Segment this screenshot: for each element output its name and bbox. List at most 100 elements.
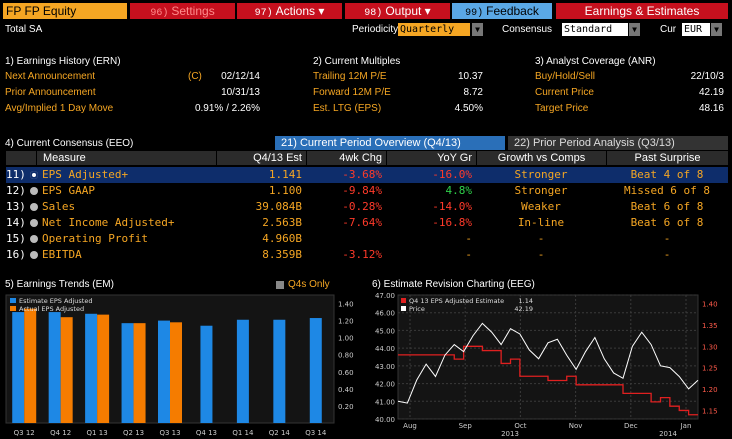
earnings-history-title[interactable]: 1) Earnings History (ERN) [5,56,121,67]
prior-announcement-value: 10/31/13 [221,87,260,98]
past-surprise: Beat 6 of 8 [630,216,704,229]
estimate-revision-chart: 40.00 41.00 42.00 43.00 44.00 45.00 46.00 47.00… [375,293,718,438]
x-tick-label: Sep [459,422,473,430]
feedback-label: Feedback [486,4,539,18]
y-left-tick-label: 45.00 [375,327,395,335]
tab-current-period[interactable]: 21) Current Period Overview (Q4/13) [275,136,505,150]
feedback-button[interactable]: 99) Feedback [452,3,552,19]
legend-swatch [401,298,406,303]
y-left-tick-label: 41.00 [375,398,395,406]
x-tick-label: Q3 12 [14,429,35,437]
table-row[interactable]: 15) Operating Profit 4.960B - - - [6,231,728,247]
current-price-label: Current Price [535,87,594,98]
table-row[interactable]: 11) EPS Adjusted+ 1.141 -3.68% -16.0% Stronge… [6,167,728,183]
consensus-dropdown-icon[interactable]: ▼ [629,23,640,36]
current-price-value: 42.19 [698,87,724,98]
measure-name: Sales [42,200,76,213]
bar-estimate [158,320,170,423]
estimate-line [398,345,698,416]
y-tick-label: 0.40 [338,386,354,394]
col-yoy[interactable]: YoY Gr [386,151,476,165]
col-estimate[interactable]: Q4/13 Est [216,151,306,165]
row-number: 13) [6,200,26,213]
change-value: -0.28% [342,200,382,213]
row-radio[interactable] [30,203,38,211]
y-right-tick-label: 1.15 [702,407,718,415]
output-label: Output ▾ [385,4,431,18]
y-tick-label: 1.00 [338,335,354,343]
output-num: 98) [364,8,383,19]
periodicity-dropdown-icon[interactable]: ▼ [472,23,483,36]
legend-label: Actual EPS Adjusted [19,305,84,313]
x-tick-label: Q2 14 [269,429,291,437]
y-left-tick-label: 46.00 [375,310,395,318]
growth-vs-comps: Weaker [521,200,561,213]
q4s-only-checkbox[interactable] [276,281,284,289]
analyst-coverage-title[interactable]: 3) Analyst Coverage (ANR) [535,56,656,67]
measure-name: Net Income Adjusted+ [42,216,175,229]
table-row[interactable]: 14) Net Income Adjusted+ 2.563B -7.64% -16.8… [6,215,728,231]
change-value: -7.64% [342,216,382,229]
ticker-label[interactable]: FP FP Equity [3,3,127,19]
x-tick-label: Q1 14 [232,429,254,437]
change-value: -9.84% [342,184,382,197]
one-day-move-value: 0.91% / 2.26% [194,103,260,114]
row-radio[interactable] [30,251,38,259]
past-surprise: - [663,232,671,245]
row-number: 14) [6,216,26,229]
current-multiples-title[interactable]: 2) Current Multiples [313,56,401,67]
earnings-trends-title[interactable]: 5) Earnings Trends (EM) [5,279,114,290]
row-radio[interactable] [30,235,38,243]
row-number: 11) [6,168,26,181]
feedback-num: 99) [465,8,484,19]
one-day-move-label: Avg/Implied 1 Day Move [5,103,114,114]
currency-dropdown-icon[interactable]: ▼ [711,23,722,36]
bar-estimate [85,313,98,423]
bar-estimate [309,318,322,423]
actions-label: Actions ▾ [275,4,325,18]
periodicity-dropdown[interactable]: Quarterly [398,23,470,36]
buy-hold-sell-label: Buy/Hold/Sell [535,71,596,82]
growth-vs-comps: - [537,232,545,245]
y-right-tick-label: 1.30 [702,343,718,351]
bar-actual [97,314,110,423]
row-radio[interactable] [30,219,38,227]
y-left-tick-label: 42.00 [375,381,395,389]
row-radio[interactable] [30,171,38,179]
col-past-surprise[interactable]: Past Surprise [606,151,728,165]
consensus-dropdown[interactable]: Standard [562,23,628,36]
settings-button[interactable]: 96) Settings [130,3,235,19]
table-row[interactable]: 12) EPS GAAP 1.100 -9.84% 4.8% Stronger Missed… [6,183,728,199]
y-tick-label: 1.40 [338,301,354,309]
target-price-value: 48.16 [698,103,724,114]
table-row[interactable]: 16) EBITDA 8.359B -3.12% - - - [6,247,728,263]
company-name: Total SA [5,24,43,35]
currency-dropdown[interactable]: EUR [682,23,710,36]
col-measure[interactable]: Measure [36,151,216,165]
tab-prior-period[interactable]: 22) Prior Period Analysis (Q3/13) [508,136,728,150]
settings-label: Settings [171,4,215,18]
bar-estimate [200,325,213,423]
row-number: 15) [6,232,26,245]
bar-actual [133,323,146,423]
bar-estimate [273,319,286,423]
bar-estimate [48,312,61,423]
price-line [397,322,699,404]
legend-label: Q4 13 EPS Adjusted Estimate [409,297,504,305]
estimate-value: 4.960B [262,232,302,245]
col-4wk-chg[interactable]: 4wk Chg [306,151,386,165]
x-tick-label: Q3 13 [159,429,180,437]
forward-pe-value: 8.72 [463,87,483,98]
consensus-title[interactable]: 4) Current Consensus (EEO) [5,138,134,149]
table-row[interactable]: 13) Sales 39.084B -0.28% -14.0% Weaker Beat 6 … [6,199,728,215]
estimate-revision-title[interactable]: 6) Estimate Revision Charting (EEG) [372,279,535,290]
row-radio[interactable] [30,187,38,195]
bar-actual [24,308,37,423]
yoy-value: -16.8% [432,216,472,229]
output-button[interactable]: 98) Output ▾ [345,3,450,19]
col-growth-vs-comps[interactable]: Growth vs Comps [476,151,606,165]
x-tick-label: Q4 12 [50,429,71,437]
legend-swatch [10,298,16,303]
actions-button[interactable]: 97) Actions ▾ [237,3,342,19]
consensus-label: Consensus [502,24,553,35]
